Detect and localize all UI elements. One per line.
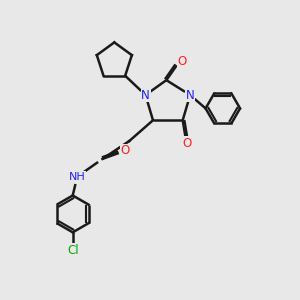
Text: NH: NH	[69, 172, 86, 182]
Text: O: O	[182, 137, 192, 150]
Text: O: O	[178, 55, 187, 68]
Text: Cl: Cl	[67, 244, 79, 257]
Text: N: N	[141, 88, 150, 101]
Text: O: O	[120, 144, 129, 157]
Text: N: N	[186, 88, 194, 101]
